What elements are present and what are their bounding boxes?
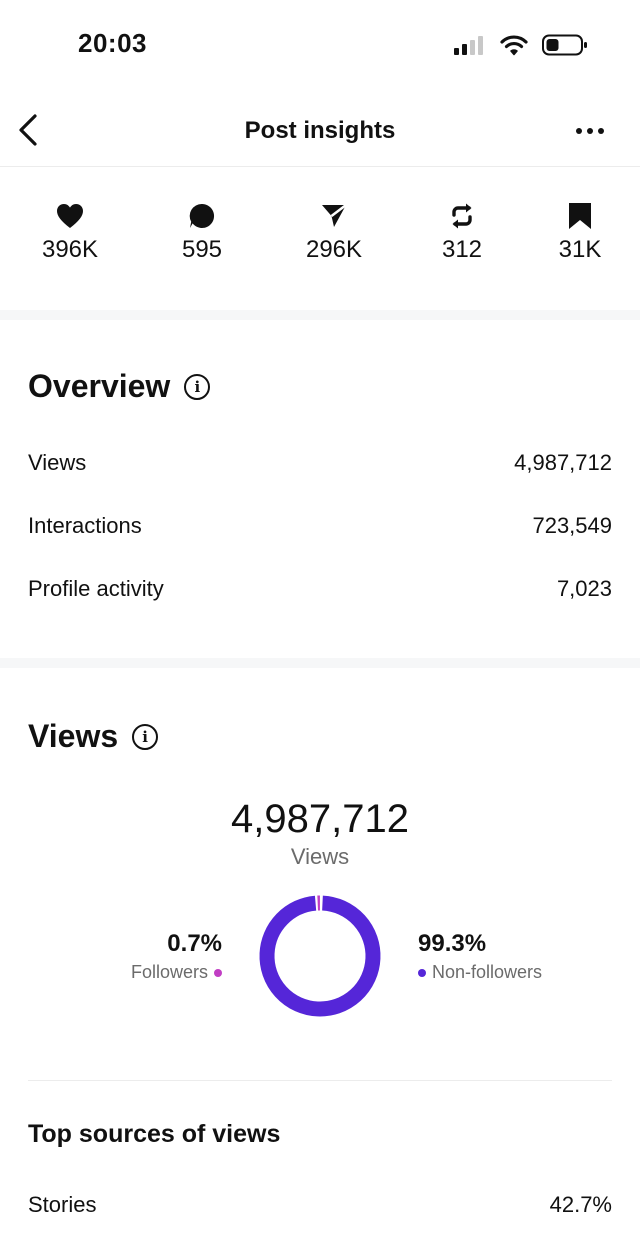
row-value: 4,987,712 <box>514 450 612 475</box>
followers-dot <box>214 968 222 977</box>
stat-value: 31K <box>558 236 602 263</box>
overview-title: Overview <box>28 368 171 404</box>
views-donut-chart <box>259 895 381 1017</box>
source-row-stories[interactable]: Stories 42.7% <box>28 1192 612 1218</box>
row-label: Interactions <box>28 513 142 538</box>
nav-bar: Post insights <box>0 100 640 167</box>
overview-row-views[interactable]: Views 4,987,712 <box>28 450 612 476</box>
views-header: Views i <box>28 718 159 755</box>
non-followers-legend: Non-followers <box>418 962 542 983</box>
stat-value: 296K <box>305 236 363 263</box>
row-label: Views <box>28 450 87 475</box>
overview-row-profile-activity[interactable]: Profile activity 7,023 <box>28 576 612 602</box>
followers-pct: 0.7% <box>167 930 222 957</box>
views-total: 4,987,712 <box>231 797 409 841</box>
non-followers-segment: 99.3% Non-followers <box>418 930 542 983</box>
non-followers-pct: 99.3% <box>418 930 487 957</box>
heart-icon <box>57 204 83 228</box>
more-dots-icon <box>576 128 604 134</box>
stat-likes: 396K <box>10 200 130 264</box>
stat-shares: 296K <box>274 200 394 264</box>
status-icons <box>454 34 588 56</box>
section-divider <box>0 658 640 668</box>
repost-icon <box>452 203 472 229</box>
row-label: Profile activity <box>28 576 164 601</box>
followers-legend: Followers <box>80 962 222 983</box>
section-divider <box>0 310 640 320</box>
overview-row-interactions[interactable]: Interactions 723,549 <box>28 513 612 539</box>
status-time: 20:03 <box>78 28 147 58</box>
row-label: Stories <box>28 1192 97 1217</box>
divider-line <box>28 1080 612 1081</box>
comment-icon <box>189 203 215 228</box>
stat-reposts: 312 <box>402 200 522 264</box>
non-followers-dot <box>418 968 426 977</box>
send-icon <box>322 204 347 227</box>
stat-comments: 595 <box>142 200 262 264</box>
views-title: Views <box>28 718 119 754</box>
wifi-icon <box>500 35 528 56</box>
row-value: 42.7% <box>549 1192 612 1217</box>
stat-saves: 31K <box>520 200 640 264</box>
donut-segment-non-followers <box>259 895 381 1017</box>
stat-value: 595 <box>181 236 223 263</box>
chevron-left-icon <box>19 114 37 146</box>
page-title: Post insights <box>244 117 396 144</box>
back-button[interactable] <box>12 110 44 150</box>
row-value: 7,023 <box>556 576 612 601</box>
stat-value: 396K <box>41 236 99 263</box>
cellular-signal-icon <box>454 36 483 55</box>
views-caption: Views <box>290 844 350 869</box>
battery-icon <box>542 34 587 56</box>
followers-label: Followers <box>130 962 208 982</box>
non-followers-label: Non-followers <box>432 962 543 982</box>
engagement-stats: 396K 595 296K 312 <box>0 200 640 280</box>
overview-header: Overview i <box>28 368 211 405</box>
top-sources-title: Top sources of views <box>28 1120 281 1148</box>
followers-segment: 0.7% Followers <box>80 930 222 983</box>
bookmark-icon <box>569 203 591 229</box>
more-options-button[interactable] <box>570 116 610 146</box>
row-value: 723,549 <box>532 513 612 538</box>
info-icon[interactable]: i <box>132 723 159 750</box>
info-icon[interactable]: i <box>184 373 211 400</box>
stat-value: 312 <box>441 236 483 263</box>
